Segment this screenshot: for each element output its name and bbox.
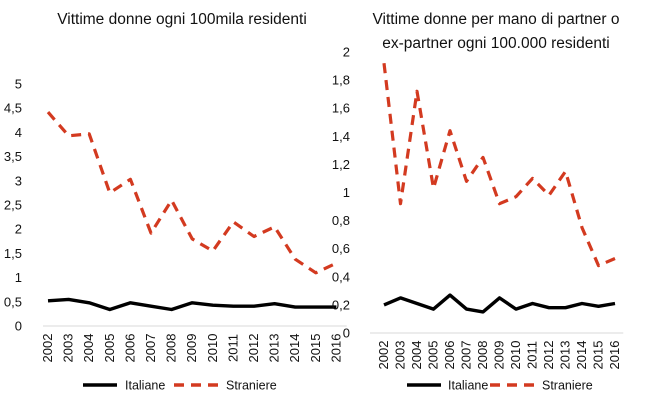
chart2-x-tick-label: 2008 bbox=[475, 341, 490, 370]
chart1-title-line-1: Vittime donne ogni 100mila residenti bbox=[57, 11, 307, 28]
chart2-x-tick-label: 2011 bbox=[525, 341, 540, 369]
chart2-y-tick-label: 1,4 bbox=[332, 129, 350, 144]
chart2-series-line-straniere bbox=[382, 63, 616, 268]
chart2-y-tick-label: 1,6 bbox=[332, 101, 350, 116]
chart1-series-line-italiane bbox=[47, 297, 337, 312]
chart1-y-tick-label: 3,5 bbox=[4, 149, 22, 164]
chart2-y-tick-label: 0 bbox=[343, 326, 350, 341]
chart2-title-line-1: Vittime donne per mano di partner o bbox=[372, 11, 619, 28]
chart2-y-tick-label: 0,2 bbox=[332, 297, 350, 312]
chart1-x-tick-label: 2006 bbox=[122, 334, 137, 363]
chart1-x-tick-label: 2005 bbox=[102, 334, 117, 363]
chart1-x-tick-label: 2012 bbox=[246, 334, 261, 363]
chart1-y-tick-label: 2 bbox=[15, 222, 22, 237]
chart2-y-tick-label: 1,8 bbox=[332, 73, 350, 88]
chart1-x-tick-label: 2003 bbox=[61, 334, 76, 363]
chart2-x-tick-label: 2002 bbox=[376, 341, 391, 370]
chart1-x-tick-label: 2015 bbox=[308, 334, 323, 363]
chart1-legend-label-italiane: Italiane bbox=[125, 379, 165, 393]
chart2-legend-label-italiane: Italiane bbox=[448, 379, 488, 393]
chart2-x-tick-label: 2014 bbox=[574, 341, 589, 370]
chart1-y-tick-label: 2,5 bbox=[4, 198, 22, 213]
chart2-x-tick-label: 2006 bbox=[442, 341, 457, 370]
chart2-y-tick-label: 0,6 bbox=[332, 241, 350, 256]
chart2-y-tick-label: 1,2 bbox=[332, 157, 350, 172]
chart1-x-tick-label: 2014 bbox=[287, 334, 302, 363]
chart1-x-tick-label: 2007 bbox=[143, 334, 158, 363]
chart1-x-tick-label: 2011 bbox=[225, 334, 240, 362]
chart2-y-tick-label: 1 bbox=[343, 185, 350, 200]
chart2-x-tick-label: 2016 bbox=[607, 341, 622, 370]
chart2-x-tick-label: 2015 bbox=[591, 341, 606, 370]
chart1-y-tick-label: 5 bbox=[15, 77, 22, 92]
chart1-legend-label-straniere: Straniere bbox=[226, 379, 277, 393]
chart1-x-tick-label: 2013 bbox=[267, 334, 282, 363]
chart1-y-tick-label: 1 bbox=[15, 270, 22, 285]
chart2-title-line-2: ex-partner ogni 100.000 residenti bbox=[382, 35, 609, 52]
chart2-x-tick-label: 2009 bbox=[492, 341, 507, 370]
chart1-y-tick-label: 4 bbox=[15, 125, 22, 140]
chart1-y-tick-label: 0,5 bbox=[4, 294, 22, 309]
chart2-x-tick-label: 2013 bbox=[558, 341, 573, 370]
chart1-x-tick-label: 2016 bbox=[328, 334, 343, 363]
chart2-x-tick-label: 2003 bbox=[393, 341, 408, 370]
chart1-x-tick-label: 2010 bbox=[205, 334, 220, 363]
chart1-y-tick-label: 1,5 bbox=[4, 246, 22, 261]
chart1-x-tick-label: 2008 bbox=[164, 334, 179, 363]
chart2-x-tick-label: 2005 bbox=[426, 341, 441, 370]
chart1-x-tick-label: 2002 bbox=[40, 334, 55, 363]
chart1-x-tick-label: 2004 bbox=[81, 334, 96, 363]
chart1-y-tick-label: 0 bbox=[15, 319, 22, 334]
chart1-series-line-straniere bbox=[46, 111, 338, 275]
chart2-x-tick-label: 2010 bbox=[508, 341, 523, 370]
chart2-y-tick-label: 0,4 bbox=[332, 269, 350, 284]
chart2-y-tick-label: 2 bbox=[343, 45, 350, 60]
chart2-y-tick-label: 0,8 bbox=[332, 213, 350, 228]
chart1-x-tick-label: 2009 bbox=[184, 334, 199, 363]
chart2-legend-label-straniere: Straniere bbox=[542, 379, 593, 393]
chart2-series-line-italiane bbox=[383, 293, 616, 314]
chart2-x-tick-label: 2007 bbox=[459, 341, 474, 370]
chart1-y-tick-label: 3 bbox=[15, 173, 22, 188]
chart2-x-tick-label: 2012 bbox=[541, 341, 556, 370]
chart1-y-tick-label: 4,5 bbox=[4, 101, 22, 116]
chart2-x-tick-label: 2004 bbox=[409, 341, 424, 370]
